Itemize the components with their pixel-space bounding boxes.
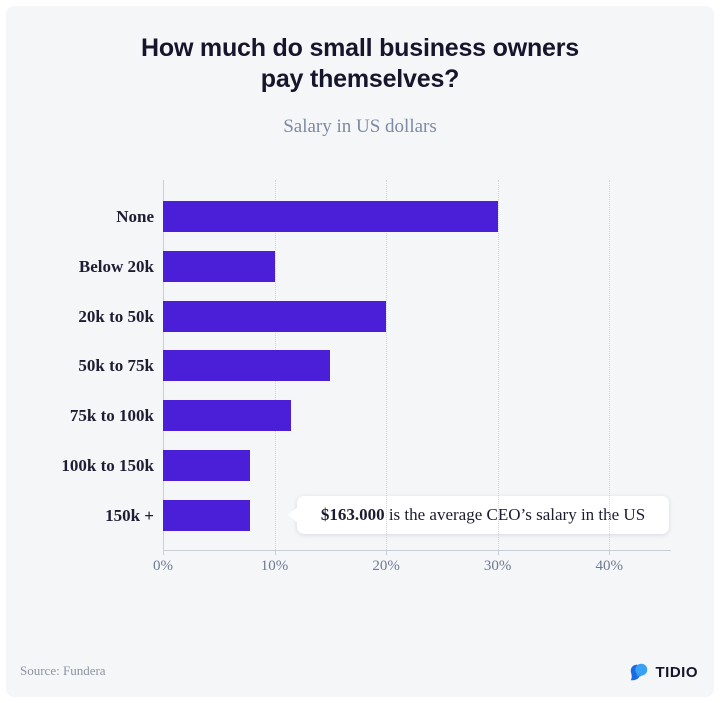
bar-50k-to-75k	[163, 350, 331, 382]
chart-subtitle: Salary in US dollars	[283, 116, 437, 137]
title-line-1: How much do small business owners	[141, 34, 579, 62]
gridline-40%	[609, 180, 611, 550]
annotation-tooltip: $163.000 is the average CEO’s salary in …	[288, 496, 669, 534]
x-axis-label-20%: 20%	[372, 558, 400, 574]
brand-name: TIDIO	[655, 663, 698, 681]
bar-100k-to-150k	[163, 450, 250, 482]
x-axis-label-30%: 30%	[483, 558, 512, 574]
gridline-20%	[386, 180, 388, 550]
tidio-logo: TIDIO	[628, 661, 699, 683]
x-axis-line	[163, 550, 671, 551]
tooltip-arrow-icon	[288, 507, 298, 523]
page-title: How much do small business owners pay the…	[6, 33, 714, 95]
bar-150k-+	[163, 499, 250, 531]
bar-none	[163, 201, 498, 232]
category-label: 20k to 50k	[78, 306, 154, 326]
annotation-value: $163.000	[320, 505, 385, 524]
category-label: Below 20k	[78, 256, 154, 276]
x-tick-10%	[274, 550, 276, 555]
gridline-30%	[497, 180, 499, 550]
category-label: 150k +	[105, 505, 154, 525]
category-label: None	[116, 207, 154, 226]
category-label: 100k to 150k	[61, 456, 154, 476]
source-label: Source: Fundera	[20, 663, 106, 678]
x-tick-20%	[386, 550, 388, 555]
bar-below-20k	[163, 250, 275, 282]
infographic-canvas: How much do small business owners pay the…	[6, 6, 714, 697]
x-axis-label-40%: 40%	[595, 558, 623, 574]
annotation-text: is the average CEO’s salary in the US	[384, 505, 646, 524]
x-axis-label-0%: 0%	[153, 558, 173, 574]
bar-75k-to-100k	[163, 400, 292, 432]
x-tick-30%	[497, 550, 499, 555]
category-label: 75k to 100k	[69, 406, 154, 426]
x-axis-label-10%: 10%	[260, 558, 289, 574]
x-tick-40%	[609, 550, 611, 555]
bar-20k-to-50k	[163, 300, 387, 332]
chat-bubble-icon	[630, 663, 647, 681]
title-line-2: pay themselves?	[260, 65, 460, 93]
category-label: 50k to 75k	[78, 356, 154, 376]
bar-chart: $163.000 is the average CEO’s salary in …	[6, 180, 714, 574]
